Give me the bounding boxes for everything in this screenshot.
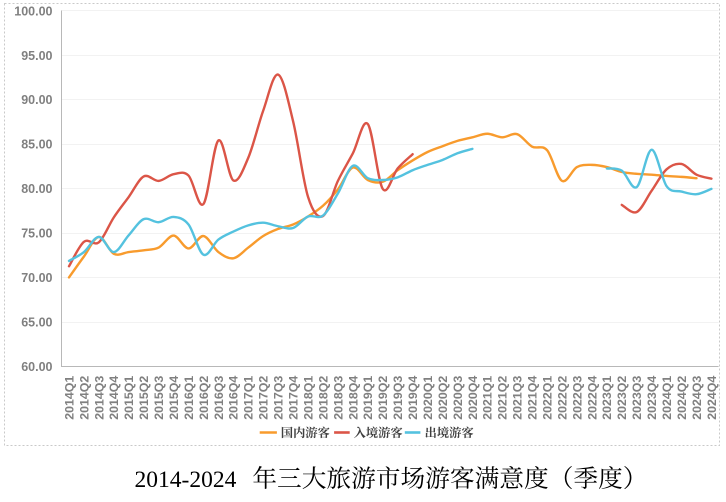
- svg-text:90.00: 90.00: [21, 93, 52, 107]
- svg-text:2024Q3: 2024Q3: [690, 376, 704, 420]
- svg-text:2016Q4: 2016Q4: [227, 376, 241, 420]
- svg-text:100.00: 100.00: [14, 4, 52, 18]
- svg-text:2016Q2: 2016Q2: [197, 376, 211, 420]
- svg-text:2014Q4: 2014Q4: [107, 376, 121, 420]
- svg-text:2020Q3: 2020Q3: [451, 376, 465, 420]
- svg-text:2020Q1: 2020Q1: [421, 376, 435, 420]
- svg-text:2022Q4: 2022Q4: [585, 376, 599, 420]
- svg-text:2019Q4: 2019Q4: [406, 376, 420, 420]
- svg-text:2015Q1: 2015Q1: [122, 376, 136, 420]
- svg-text:2018Q4: 2018Q4: [346, 376, 360, 420]
- svg-text:2014Q1: 2014Q1: [62, 376, 76, 420]
- svg-text:60.00: 60.00: [21, 360, 52, 374]
- svg-text:85.00: 85.00: [21, 138, 52, 152]
- svg-text:2019Q2: 2019Q2: [376, 376, 390, 420]
- svg-text:2023Q1: 2023Q1: [600, 376, 614, 420]
- svg-text:2020Q2: 2020Q2: [436, 376, 450, 420]
- svg-text:2024Q1: 2024Q1: [660, 376, 674, 420]
- svg-text:2023Q3: 2023Q3: [630, 376, 644, 420]
- svg-text:2017Q3: 2017Q3: [272, 376, 286, 420]
- svg-text:2024Q4: 2024Q4: [705, 376, 719, 420]
- svg-text:2018Q3: 2018Q3: [331, 376, 345, 420]
- svg-text:95.00: 95.00: [21, 49, 52, 63]
- svg-text:2019Q1: 2019Q1: [361, 376, 375, 420]
- svg-text:75.00: 75.00: [21, 227, 52, 241]
- svg-text:2014Q2: 2014Q2: [77, 376, 91, 420]
- svg-text:2018Q1: 2018Q1: [301, 376, 315, 420]
- svg-text:2015Q3: 2015Q3: [152, 376, 166, 420]
- svg-text:2023Q2: 2023Q2: [615, 376, 629, 420]
- svg-text:2017Q4: 2017Q4: [287, 376, 301, 420]
- svg-text:2018Q2: 2018Q2: [316, 376, 330, 420]
- svg-text:2019Q3: 2019Q3: [391, 376, 405, 420]
- svg-text:2022Q3: 2022Q3: [570, 376, 584, 420]
- svg-text:2021Q4: 2021Q4: [526, 376, 540, 420]
- svg-text:2017Q1: 2017Q1: [242, 376, 256, 420]
- svg-text:70.00: 70.00: [21, 271, 52, 285]
- svg-text:2015Q4: 2015Q4: [167, 376, 181, 420]
- svg-text:65.00: 65.00: [21, 316, 52, 330]
- svg-text:2014Q3: 2014Q3: [92, 376, 106, 420]
- svg-text:2024Q2: 2024Q2: [675, 376, 689, 420]
- svg-text:2016Q3: 2016Q3: [212, 376, 226, 420]
- svg-text:2015Q2: 2015Q2: [137, 376, 151, 420]
- svg-text:2021Q1: 2021Q1: [481, 376, 495, 420]
- svg-text:2022Q2: 2022Q2: [555, 376, 569, 420]
- svg-text:2021Q2: 2021Q2: [496, 376, 510, 420]
- svg-text:2021Q3: 2021Q3: [511, 376, 525, 420]
- svg-text:2014-2024: 2014-2024: [135, 467, 237, 493]
- svg-text:80.00: 80.00: [21, 182, 52, 196]
- svg-text:2016Q1: 2016Q1: [182, 376, 196, 420]
- svg-text:2017Q2: 2017Q2: [257, 376, 271, 420]
- svg-text:2023Q4: 2023Q4: [645, 376, 659, 420]
- svg-text:2022Q1: 2022Q1: [540, 376, 554, 420]
- svg-text:2020Q4: 2020Q4: [466, 376, 480, 420]
